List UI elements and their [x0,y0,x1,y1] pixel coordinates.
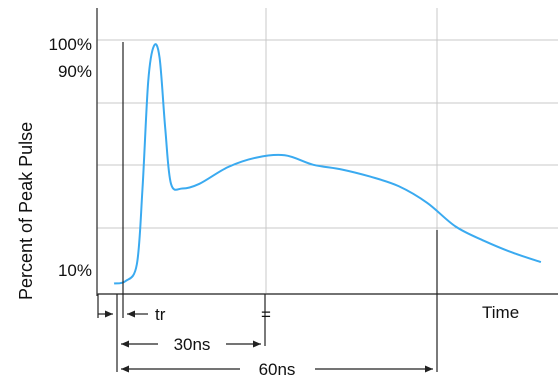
ns60-arrow-right-arrowhead [425,365,433,373]
axes [96,8,558,296]
annotations: tr = 30ns 60ns [97,42,438,378]
ns60-arrow-left-arrowhead [121,365,129,373]
ns30-arrow-left-arrowhead [121,340,129,348]
annotation-equals: = [261,305,271,324]
annotation-30ns: 30ns [174,335,211,354]
y-axis-label: Percent of Peak Pulse [16,122,36,300]
labels: 100% 90% 10% Percent of Peak Pulse Time [16,35,519,322]
annotation-60ns: 60ns [259,360,296,378]
y-tick-label: 100% [49,35,92,54]
y-tick-label: 90% [58,62,92,81]
grid [97,8,558,293]
annotation-tr: tr [155,305,166,324]
ns30-arrow-right-arrowhead [253,340,261,348]
tr-arrow-right-arrowhead [127,310,135,318]
tr-arrow-left-arrowhead [105,310,113,318]
y-tick-label: 10% [58,261,92,280]
x-axis-label: Time [482,303,519,322]
series-layer [113,43,542,285]
series-line [113,43,542,285]
